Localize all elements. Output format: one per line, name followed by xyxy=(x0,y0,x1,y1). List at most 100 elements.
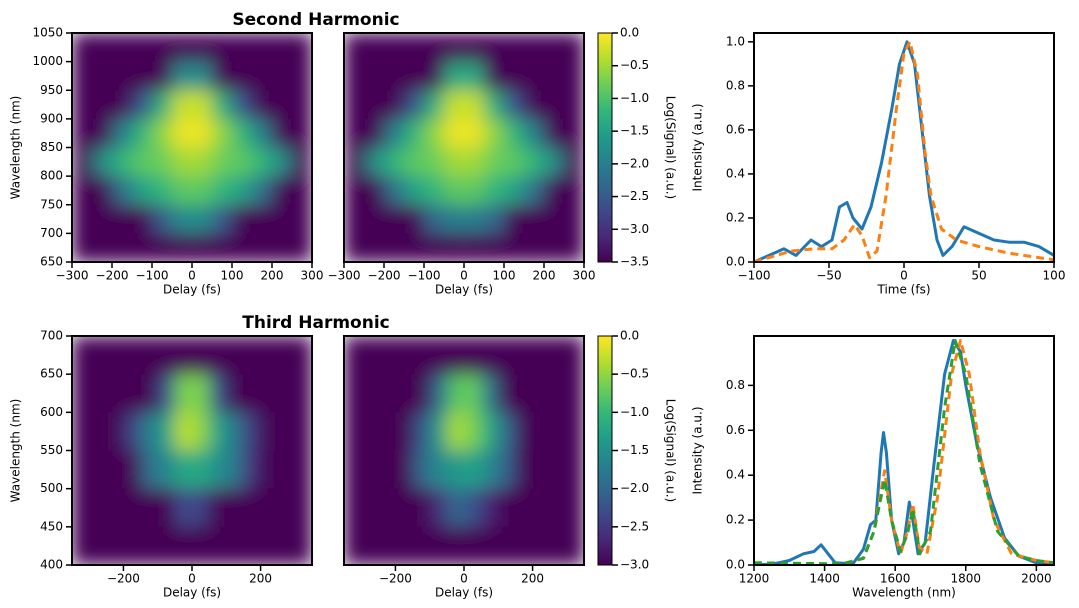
y-tick-label: 0.8 xyxy=(726,78,745,92)
heatmap-cell xyxy=(395,374,414,413)
heatmap-cell xyxy=(294,336,312,375)
heatmap-cell xyxy=(404,176,425,206)
y-tick-label: 450 xyxy=(40,519,63,533)
heatmap-cell xyxy=(566,336,584,375)
x-tick-label: 0 xyxy=(460,269,468,283)
heatmap-cell xyxy=(504,176,525,206)
heatmap-cell xyxy=(464,204,485,234)
heatmap-cell xyxy=(140,526,159,565)
heatmap-cell xyxy=(243,412,262,451)
heatmap-cell xyxy=(364,204,385,234)
heatmap-cell xyxy=(395,488,414,528)
heatmap-cell xyxy=(481,450,499,490)
heatmap-cell xyxy=(344,488,362,528)
heatmap-cell xyxy=(524,90,545,120)
line-series xyxy=(754,40,1054,262)
heatmap-cell xyxy=(277,488,296,528)
colorbar-tick-label: −1.0 xyxy=(620,91,649,105)
heatmap-cell xyxy=(532,488,551,528)
heatmap-cell xyxy=(395,450,414,490)
heatmap-cell xyxy=(192,204,213,234)
heatmap-cell xyxy=(157,526,176,565)
heatmap-cell xyxy=(152,147,173,177)
heatmap-cell xyxy=(132,233,153,262)
heatmap-cell xyxy=(484,147,505,177)
heatmap-cell xyxy=(464,526,482,565)
heatmap-cell xyxy=(232,233,253,262)
heatmap-cell xyxy=(226,526,244,565)
heatmap-cell xyxy=(384,204,405,234)
heatmap-cell xyxy=(446,336,465,375)
heatmap-cell xyxy=(89,336,107,375)
x-axis-label: Delay (fs) xyxy=(435,283,493,297)
heatmap-cell xyxy=(157,374,176,413)
heatmap-cell xyxy=(174,412,193,451)
colorbar-tick-label: −2.0 xyxy=(620,156,649,170)
heatmap-cell xyxy=(272,33,293,63)
x-tick-label: −200 xyxy=(368,269,401,283)
heatmap-cell xyxy=(524,118,545,148)
heatmap-cell xyxy=(566,450,584,490)
heatmap-cell xyxy=(174,336,193,375)
heatmap-cell xyxy=(484,176,505,206)
heatmap-cell xyxy=(72,233,93,262)
heatmap-cell xyxy=(252,233,273,262)
colorbar-tick-label: −0.5 xyxy=(620,367,649,381)
heatmap-cell xyxy=(446,412,465,451)
heatmap-cell xyxy=(132,33,153,63)
heatmap-cell xyxy=(524,147,545,177)
heatmap-cell xyxy=(172,176,193,206)
heatmap-cell xyxy=(384,233,405,262)
heatmap-cell xyxy=(384,33,405,63)
heatmap-cell xyxy=(404,90,425,120)
heatmap-cell xyxy=(174,374,193,413)
y-tick-label: 0.0 xyxy=(726,558,745,572)
heatmap-cell xyxy=(424,90,445,120)
heatmap-cell xyxy=(412,488,431,528)
x-axis-label: Wavelength (nm) xyxy=(852,586,956,600)
heatmap-cell xyxy=(152,90,173,120)
heatmap-cell xyxy=(404,61,425,91)
heatmap-cell xyxy=(123,450,142,490)
heatmap-cell xyxy=(192,412,210,451)
heatmap-cell xyxy=(152,61,173,91)
y-tick-label: 700 xyxy=(40,226,63,240)
x-axis-label: Delay (fs) xyxy=(435,586,493,600)
heatmap-cell xyxy=(92,204,113,234)
heatmap-cell xyxy=(395,336,414,375)
heatmap-cell xyxy=(566,412,584,451)
heatmap-cell xyxy=(412,526,431,565)
heatmap-cell xyxy=(549,412,568,451)
heatmap-cell xyxy=(212,176,233,206)
heatmap-cell xyxy=(446,450,465,490)
heatmap-cell xyxy=(209,336,227,375)
y-axis-label: Intensity (a.u.) xyxy=(691,104,705,192)
heatmap-cell xyxy=(464,61,485,91)
heatmap-cell xyxy=(344,526,362,565)
y-tick-label: 600 xyxy=(40,405,63,419)
x-tick-label: 0 xyxy=(460,572,468,586)
heatmap-cell xyxy=(464,412,482,451)
heatmap-cell xyxy=(484,33,505,63)
heatmap-cell xyxy=(344,33,365,63)
heatmap-cell xyxy=(112,147,133,177)
heatmap-cell xyxy=(544,204,565,234)
heatmap-cell xyxy=(212,33,233,63)
heatmap-cell xyxy=(429,412,448,451)
y-tick-label: 900 xyxy=(40,111,63,125)
heatmap-cell xyxy=(132,147,153,177)
heatmap-cell xyxy=(252,33,273,63)
heatmap-cell xyxy=(92,176,113,206)
heatmap-cell xyxy=(429,488,448,528)
heatmap-cell xyxy=(243,336,262,375)
y-tick-label: 1.0 xyxy=(726,34,745,48)
heatmap-cell xyxy=(292,90,312,120)
heatmap-cell xyxy=(444,118,465,148)
heatmap-cell xyxy=(412,374,431,413)
heatmap-cell xyxy=(132,204,153,234)
heatmap-cell xyxy=(132,90,153,120)
heatmap-cell xyxy=(140,336,159,375)
x-tick-label: 100 xyxy=(493,269,516,283)
x-tick-label: 0 xyxy=(188,572,196,586)
